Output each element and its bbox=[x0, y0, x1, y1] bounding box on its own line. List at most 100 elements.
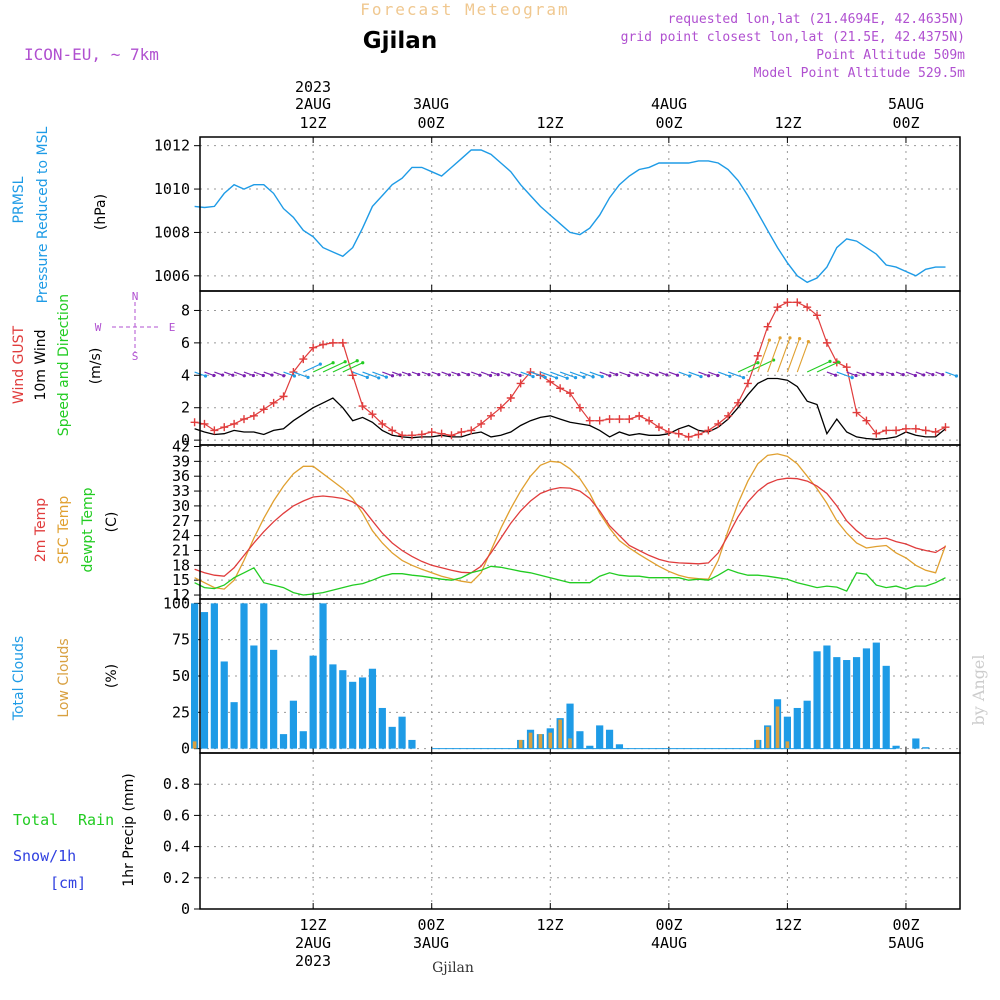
y-tick-label: 1010 bbox=[154, 180, 190, 198]
y-tick-label: 6 bbox=[181, 334, 190, 352]
low-cloud-bar bbox=[755, 739, 760, 749]
bottom-label-00z-c: 00Z bbox=[892, 916, 919, 934]
total-cloud-bar bbox=[408, 739, 416, 749]
top-time-axis: 2023 2AUG 12Z 3AUG 00Z 12Z 4AUG 00Z 12Z … bbox=[295, 78, 924, 132]
wind-direction-arrow bbox=[579, 371, 594, 378]
wind-gust-marker bbox=[763, 322, 772, 331]
y-tick-label: 36 bbox=[172, 467, 190, 485]
top-label-12z-b: 12Z bbox=[536, 114, 563, 132]
watermark: by Angel bbox=[969, 654, 988, 725]
total-cloud-bar bbox=[813, 651, 821, 749]
wind-direction-arrow bbox=[846, 371, 857, 376]
wind-gust-marker bbox=[496, 403, 505, 412]
wind-direction-arrowhead bbox=[646, 373, 650, 377]
wind-gust-marker bbox=[398, 431, 407, 440]
wind-direction-arrow bbox=[737, 362, 759, 373]
wind-speed-line bbox=[194, 377, 946, 440]
wind-direction-arrow bbox=[303, 363, 321, 373]
wind-direction-arrow bbox=[253, 371, 264, 376]
total-cloud-bar bbox=[852, 657, 861, 749]
wind-gust-marker bbox=[566, 389, 575, 398]
wind-direction-arrowhead bbox=[478, 373, 482, 377]
wind-direction-arrowhead bbox=[377, 376, 381, 380]
wind-gust-marker bbox=[447, 431, 456, 440]
wind-direction-arrowhead bbox=[954, 374, 958, 378]
pressure-unit: (hPa) bbox=[93, 194, 109, 230]
wind-direction-arrowhead bbox=[270, 373, 274, 377]
y-tick-label: 33 bbox=[172, 482, 190, 500]
wind-gust-marker bbox=[625, 415, 634, 424]
total-cloud-bar bbox=[260, 603, 268, 749]
y-tick-label: 2 bbox=[181, 399, 190, 417]
wind-gust-marker bbox=[338, 338, 347, 347]
wind-direction-arrow bbox=[836, 371, 853, 379]
y-tick-label: 39 bbox=[172, 452, 190, 470]
bottom-label-4aug: 4AUG bbox=[651, 934, 687, 952]
wind-direction-arrowhead bbox=[688, 374, 692, 378]
dewpt-line bbox=[194, 565, 946, 596]
wind-direction-arrowhead bbox=[913, 373, 917, 378]
wind-direction-arrowhead bbox=[573, 376, 578, 380]
total-cloud-bar bbox=[615, 744, 624, 749]
dewpt-label: dewpt Temp bbox=[80, 487, 96, 572]
wind-gust-marker bbox=[358, 402, 367, 411]
wind-direction-arrow bbox=[688, 371, 702, 378]
wind-direction-arrowhead bbox=[221, 373, 225, 377]
wind-direction-arrowhead bbox=[699, 374, 703, 379]
wind-direction-arrowhead bbox=[518, 373, 522, 378]
wind-gust-marker bbox=[516, 379, 525, 388]
wind-gust-marker bbox=[319, 340, 328, 349]
wind-direction-arrowhead bbox=[836, 360, 841, 364]
wind-gust-marker bbox=[190, 418, 199, 427]
y-tick-label: 1008 bbox=[154, 223, 190, 241]
wind-direction-arrowhead bbox=[251, 373, 255, 378]
wind-direction-arrowhead bbox=[716, 373, 720, 378]
wind-direction-arrow bbox=[283, 371, 295, 377]
y-tick-label: 0 bbox=[181, 431, 190, 449]
grid-point-coords: grid point closest lon,lat (21.5E, 42.43… bbox=[621, 30, 965, 45]
wind-gust-marker bbox=[585, 416, 594, 425]
wind-direction-arrow bbox=[806, 360, 831, 373]
precip-ylabel: 1hr Precip (mm) bbox=[121, 773, 137, 886]
total-cloud-bar bbox=[230, 702, 238, 749]
total-clouds-label: Total Clouds bbox=[11, 636, 27, 721]
wind-direction-arrowhead bbox=[212, 373, 216, 378]
wind-direction-arrowhead bbox=[292, 374, 297, 378]
wind-gust-marker bbox=[674, 429, 683, 438]
y-tick-label: 15 bbox=[172, 571, 190, 589]
station-name: Gjilan bbox=[363, 28, 437, 54]
y-tick-label: 25 bbox=[172, 703, 190, 721]
wind-direction-arrowhead bbox=[437, 373, 441, 377]
total-cloud-bar bbox=[576, 731, 584, 749]
panel-frame bbox=[199, 444, 961, 600]
wind-direction-arrow bbox=[382, 371, 393, 377]
wind-gust-marker bbox=[368, 410, 377, 419]
wind-gust-marker bbox=[793, 298, 802, 307]
wind-gust-marker bbox=[724, 411, 733, 420]
wind-direction-arrow bbox=[619, 371, 630, 376]
y-tick-label: 100 bbox=[163, 594, 190, 612]
wind-gust-marker bbox=[249, 411, 258, 420]
top-label-year: 2023 bbox=[295, 78, 331, 96]
wind-gust-marker bbox=[556, 384, 565, 393]
wind-gust-marker bbox=[427, 428, 436, 437]
total-cloud-bar bbox=[220, 661, 228, 749]
wind-gust-marker bbox=[892, 426, 901, 435]
wind-direction-arrowhead bbox=[365, 375, 369, 379]
pressure-reduced-label: Pressure Reduced to MSL bbox=[35, 126, 51, 303]
bottom-time-axis: 12Z 2AUG 2023 00Z 3AUG 12Z 00Z 4AUG 12Z … bbox=[295, 916, 924, 976]
wind-gust-marker bbox=[230, 419, 239, 428]
wind-direction-arrow bbox=[322, 361, 346, 373]
total-cloud-bar bbox=[566, 703, 574, 749]
y-tick-label: 8 bbox=[181, 301, 190, 319]
total-cloud-bar bbox=[872, 642, 880, 749]
wind-direction-arrowhead bbox=[355, 359, 359, 363]
wind-gust-marker bbox=[259, 405, 268, 414]
wind-gust-marker bbox=[477, 419, 486, 428]
low-cloud-bar bbox=[785, 741, 790, 749]
wind-gust-marker bbox=[901, 424, 910, 433]
low-cloud-bar bbox=[518, 739, 523, 749]
temp2m-line bbox=[194, 477, 946, 577]
y-tick-label: 24 bbox=[172, 527, 190, 545]
